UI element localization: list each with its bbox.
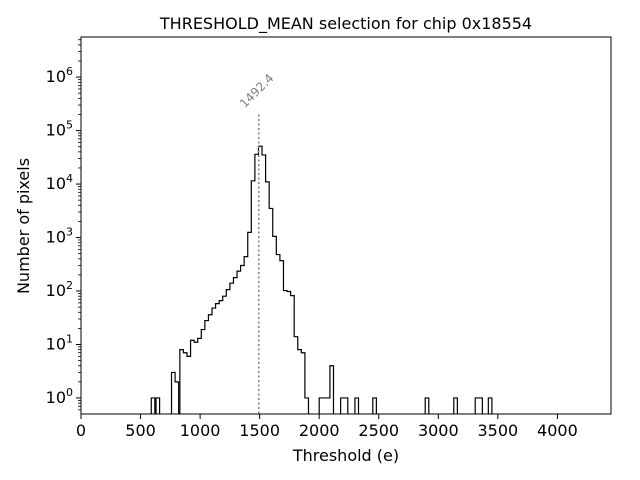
histogram-step-9 xyxy=(453,397,458,414)
y-axis-label: Number of pixels xyxy=(14,158,33,294)
x-tick-label-500: 500 xyxy=(125,421,156,440)
histogram-step-7 xyxy=(372,397,377,414)
x-tick-label-2500: 2500 xyxy=(358,421,399,440)
histogram-step-8 xyxy=(424,397,430,414)
x-tick-label-2000: 2000 xyxy=(299,421,340,440)
chart-title: THRESHOLD_MEAN selection for chip 0x1855… xyxy=(159,14,532,34)
x-tick-label-3000: 3000 xyxy=(418,421,459,440)
axes-frame xyxy=(80,36,612,415)
histogram-step-11 xyxy=(487,397,493,414)
histogram-step-0 xyxy=(150,397,156,414)
histogram-step-4 xyxy=(318,365,335,414)
x-tick-label-1000: 1000 xyxy=(180,421,221,440)
histogram-step-1 xyxy=(155,397,161,414)
x-tick-label-3500: 3500 xyxy=(477,421,518,440)
x-axis-label: Threshold (e) xyxy=(292,446,399,465)
y-tick-label-6: 106 xyxy=(46,65,73,86)
y-tick-label-4: 104 xyxy=(46,172,73,193)
x-tick-label-0: 0 xyxy=(76,421,86,440)
histogram-step-5 xyxy=(340,397,349,414)
histogram-step-3 xyxy=(179,145,310,414)
y-tick-label-1: 101 xyxy=(46,332,73,353)
y-tick-label-0: 100 xyxy=(46,386,73,407)
y-tick-label-2: 102 xyxy=(46,279,73,300)
x-tick-label-1500: 1500 xyxy=(239,421,280,440)
y-tick-label-5: 105 xyxy=(46,119,73,140)
histogram-step-10 xyxy=(474,397,483,414)
x-tick-label-4000: 4000 xyxy=(537,421,578,440)
histogram-step-6 xyxy=(354,397,360,414)
histogram-step-2 xyxy=(170,371,180,414)
y-tick-label-3: 103 xyxy=(46,226,73,247)
